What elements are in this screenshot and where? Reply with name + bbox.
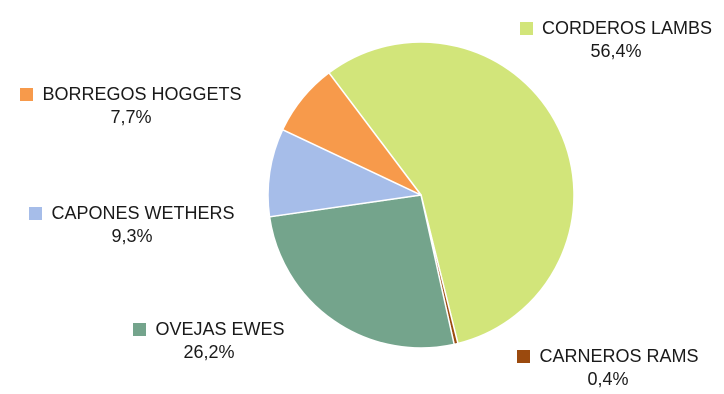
label-ovejas-ewes: OVEJAS EWES 26,2%: [104, 318, 314, 364]
pie-slice-borregos-hoggets: [281, 72, 422, 196]
pie-slice-capones-wethers: [267, 128, 422, 218]
pie-slices: [267, 41, 575, 349]
label-carneros-rams: CARNEROS RAMS 0,4%: [500, 345, 716, 391]
slice-label-capones-wethers: CAPONES WETHERS: [51, 203, 235, 223]
slice-value-capones-wethers: 9,3%: [111, 226, 153, 246]
label-borregos-hoggets: BORREGOS HOGGETS 7,7%: [6, 83, 256, 129]
pie-slice-corderos-lambs: [328, 41, 575, 345]
slice-label-carneros-rams: CARNEROS RAMS: [539, 346, 699, 366]
label-corderos-lambs: CORDEROS LAMBS 56,4%: [510, 17, 722, 63]
legend-swatch-corderos-lambs: [519, 22, 533, 35]
pie-slice-ovejas-ewes: [268, 194, 455, 349]
legend-swatch-borregos-hoggets: [20, 88, 34, 101]
slice-value-ovejas-ewes: 26,2%: [183, 342, 235, 362]
slice-value-corderos-lambs: 56,4%: [590, 41, 642, 61]
slice-label-borregos-hoggets: BORREGOS HOGGETS: [42, 84, 242, 104]
slice-value-carneros-rams: 0,4%: [587, 369, 629, 389]
label-capones-wethers: CAPONES WETHERS 9,3%: [12, 202, 252, 248]
slice-label-corderos-lambs: CORDEROS LAMBS: [541, 18, 713, 38]
legend-swatch-capones-wethers: [29, 207, 43, 220]
slice-label-ovejas-ewes: OVEJAS EWES: [155, 319, 285, 339]
legend-swatch-ovejas-ewes: [133, 323, 147, 336]
slice-value-borregos-hoggets: 7,7%: [110, 107, 152, 127]
legend-swatch-carneros-rams: [517, 350, 531, 363]
